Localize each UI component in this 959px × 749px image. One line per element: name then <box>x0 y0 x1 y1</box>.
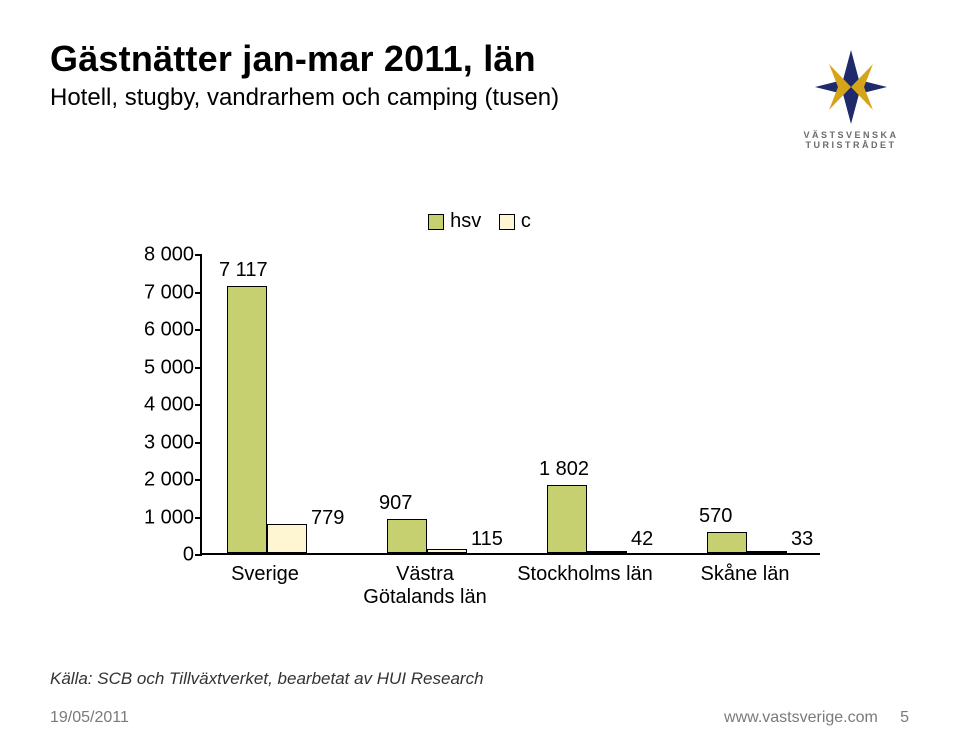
y-axis-tick-label: 6 000 <box>134 319 194 342</box>
y-axis-tick-label: 5 000 <box>134 356 194 379</box>
y-axis-tick-label: 8 000 <box>134 244 194 267</box>
page-number: 5 <box>900 709 909 726</box>
bar <box>747 551 787 553</box>
bar-value-label: 1 802 <box>539 458 589 481</box>
bar <box>547 485 587 553</box>
y-axis-tick-label: 1 000 <box>134 506 194 529</box>
y-axis-tick-label: 0 <box>134 544 194 567</box>
bar-value-label: 7 117 <box>219 259 268 282</box>
brand-logo: VÄSTSVENSKA TURISTRÅDET <box>781 50 921 150</box>
y-axis-tick-mark <box>195 442 202 444</box>
y-axis-tick-mark <box>195 517 202 519</box>
bar <box>427 549 467 553</box>
bar-value-label: 33 <box>791 528 813 551</box>
legend-swatch-hsv <box>428 214 444 230</box>
bar-value-label: 115 <box>471 528 503 551</box>
bar-value-label: 907 <box>379 492 412 515</box>
slide: Gästnätter jan-mar 2011, län Hotell, stu… <box>0 0 959 749</box>
y-axis-tick-mark <box>195 367 202 369</box>
legend-swatch-c <box>499 214 515 230</box>
plot-area: 7 117 779 907 115 1 802 42 570 33 <box>200 255 820 555</box>
category-label: Sverige <box>190 563 340 586</box>
bar <box>227 286 267 553</box>
bar-value-label: 779 <box>311 507 344 530</box>
footer: 19/05/2011 www.vastsverige.com 5 <box>50 709 909 727</box>
legend-label: c <box>521 210 531 233</box>
compass-star-icon <box>815 50 887 124</box>
category-label: Stockholms län <box>510 563 660 586</box>
y-axis-tick-mark <box>195 254 202 256</box>
bar <box>267 524 307 553</box>
bar <box>387 519 427 553</box>
category-label: VästraGötalands län <box>350 563 500 609</box>
y-axis-tick-mark <box>195 329 202 331</box>
legend-item: hsv <box>428 210 481 233</box>
footer-date: 19/05/2011 <box>50 709 129 727</box>
y-axis-tick-mark <box>195 292 202 294</box>
legend-item: c <box>499 210 531 233</box>
y-axis-tick-mark <box>195 404 202 406</box>
category-label: Skåne län <box>670 563 820 586</box>
y-axis-tick-label: 3 000 <box>134 431 194 454</box>
bar-value-label: 570 <box>699 505 732 528</box>
bar <box>707 532 747 553</box>
footer-url: www.vastsverige.com <box>724 709 878 726</box>
bar-value-label: 42 <box>631 528 653 551</box>
logo-line2: TURISTRÅDET <box>781 140 921 150</box>
y-axis-tick-mark <box>195 479 202 481</box>
y-axis-tick-label: 4 000 <box>134 394 194 417</box>
y-axis-tick-mark <box>195 554 202 556</box>
bar <box>587 551 627 553</box>
chart-legend: hsv c <box>0 210 959 236</box>
legend-label: hsv <box>450 210 481 233</box>
y-axis-tick-label: 2 000 <box>134 469 194 492</box>
bar-chart: 7 117 779 907 115 1 802 42 570 33 0 1 000 2 000 3 … <box>130 255 830 595</box>
logo-line1: VÄSTSVENSKA <box>781 130 921 140</box>
y-axis-tick-label: 7 000 <box>134 281 194 304</box>
source-citation: Källa: SCB och Tillväxtverket, bearbetat… <box>50 669 484 689</box>
